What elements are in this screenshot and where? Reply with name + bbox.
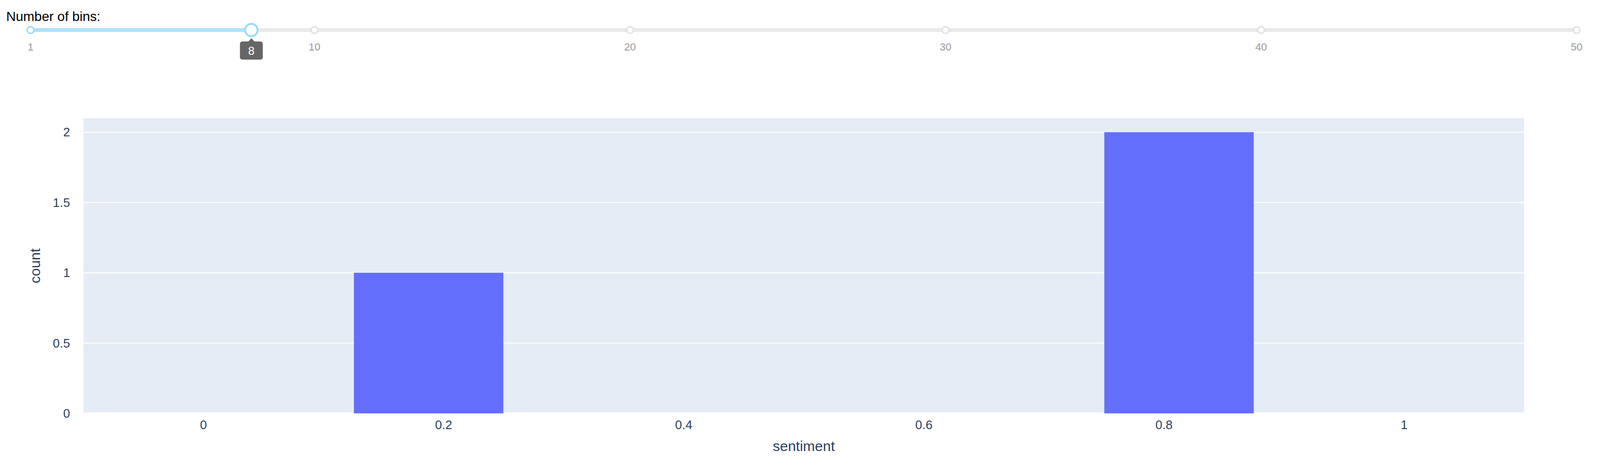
bar [1104,132,1254,414]
slider-track [30,28,1577,32]
page: Number of bins:11020304050800.511.5200.2… [0,0,1600,472]
x-tick-label: 0 [200,417,207,432]
slider: Number of bins: 1 10 20 30 40 50 8 [6,9,1583,60]
y-tick-label: 1 [63,265,71,280]
x-tick-label: 0.8 [1155,417,1173,432]
bar [954,413,1104,414]
grid-line [83,412,1525,415]
x-tick-label: 0.4 [675,417,693,432]
slider-mark-label: 1 [27,41,34,53]
slider-dot [626,26,634,34]
y-tick-label: 2 [63,124,71,140]
bar [654,413,804,414]
y-axis-title: count [27,247,43,284]
bar [1254,413,1404,414]
slider-handle[interactable] [245,23,258,37]
slider-dot [1573,26,1580,34]
bar [804,413,954,414]
slider-mark-label: 30 [939,41,952,53]
slider-mark-label: 50 [1570,41,1583,53]
slider-dot [942,26,949,34]
slider-tooltip-value: 8 [248,44,255,58]
slider-tooltip-arrow [247,38,255,42]
plot-background [83,118,1525,414]
slider-dot [311,26,318,34]
bar [354,272,504,414]
x-tick-label: 1 [1400,417,1408,432]
slider-fill [30,28,252,32]
slider-label: Number of bins: [6,9,101,24]
y-tick-label: 1.5 [52,195,71,210]
bar [503,413,654,414]
slider-dot [1257,26,1265,34]
grid-line [83,342,1525,344]
y-tick-label: 0 [63,406,71,421]
bar [204,413,354,414]
bars [354,132,1254,414]
grid-line [83,131,1525,133]
slider-tooltip [239,41,263,60]
slider-dot [27,26,34,34]
slider-mark-label: 40 [1255,41,1267,53]
grid-line [83,272,1525,274]
slider-mark-label: 10 [308,41,320,53]
x-axis-title: sentiment [772,438,836,454]
x-tick-label: 0.6 [915,417,933,432]
chart: 0 0.5 1 1.5 2 0 0.2 0.4 0.6 0.8 1 sentiment count [27,118,1525,454]
x-tick-label: 0.2 [434,417,452,432]
slider-mark-label: 20 [624,41,636,53]
grid-line [83,202,1525,204]
y-tick-label: 0.5 [52,336,71,351]
